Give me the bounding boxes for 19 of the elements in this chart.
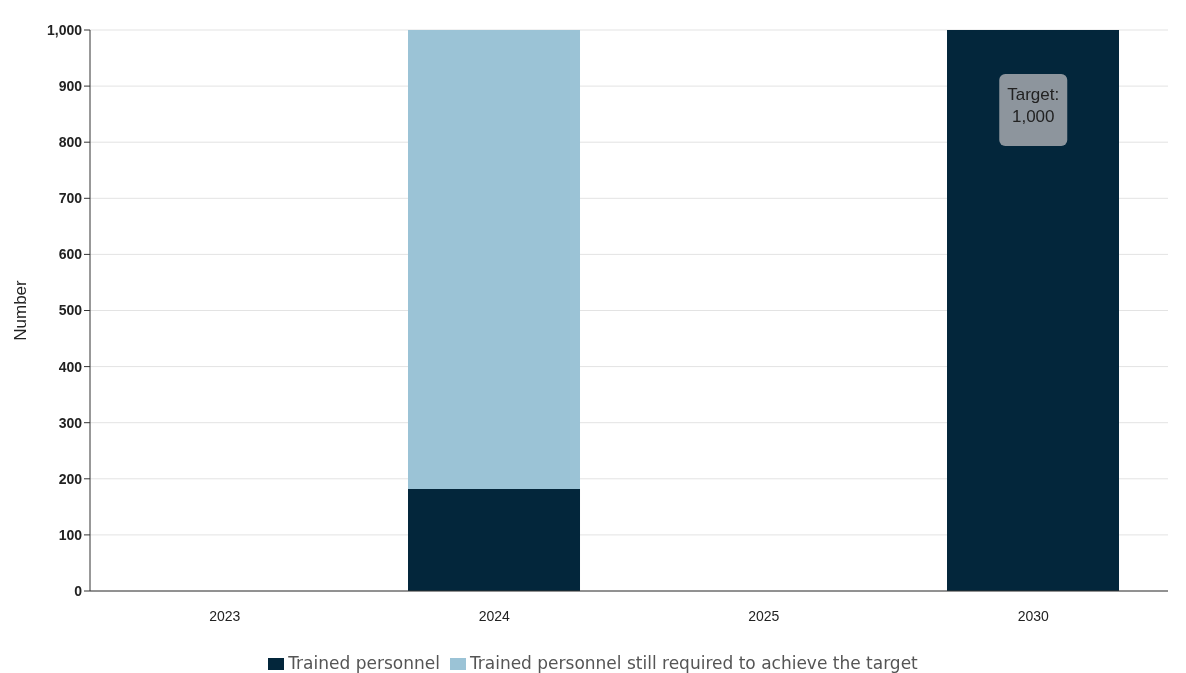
- x-tick-label: 2025: [748, 607, 780, 624]
- x-tick-label: 2024: [478, 607, 511, 624]
- y-tick-label: 200: [58, 470, 83, 487]
- note: Target: 1,000: [1007, 85, 1060, 126]
- y-tick-label: 600: [58, 246, 83, 263]
- y-tick-label: 400: [58, 358, 83, 375]
- y-tick-label: 0: [74, 582, 83, 599]
- legend-label: Trained personnel: [288, 653, 440, 673]
- x-tick-label: 2030: [1017, 607, 1050, 624]
- y-tick-label: 800: [58, 134, 83, 151]
- y-tick-label: 700: [58, 190, 83, 207]
- legend-label: Trained personnel still required to achieve the target: [469, 653, 918, 673]
- y-axis-title: Number: [11, 279, 31, 341]
- y-tick-label: 900: [58, 78, 83, 95]
- x-tick-label: 2023: [209, 607, 241, 624]
- y-tick-label: 1,000: [46, 21, 83, 38]
- y-tick-label: 300: [58, 414, 83, 431]
- y-tick-label: 500: [58, 302, 83, 319]
- y-tick-label: 100: [58, 526, 83, 543]
